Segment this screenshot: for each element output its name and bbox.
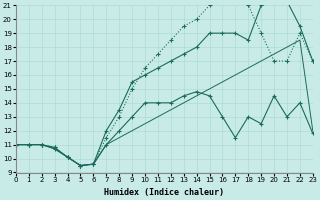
X-axis label: Humidex (Indice chaleur): Humidex (Indice chaleur) <box>104 188 224 197</box>
